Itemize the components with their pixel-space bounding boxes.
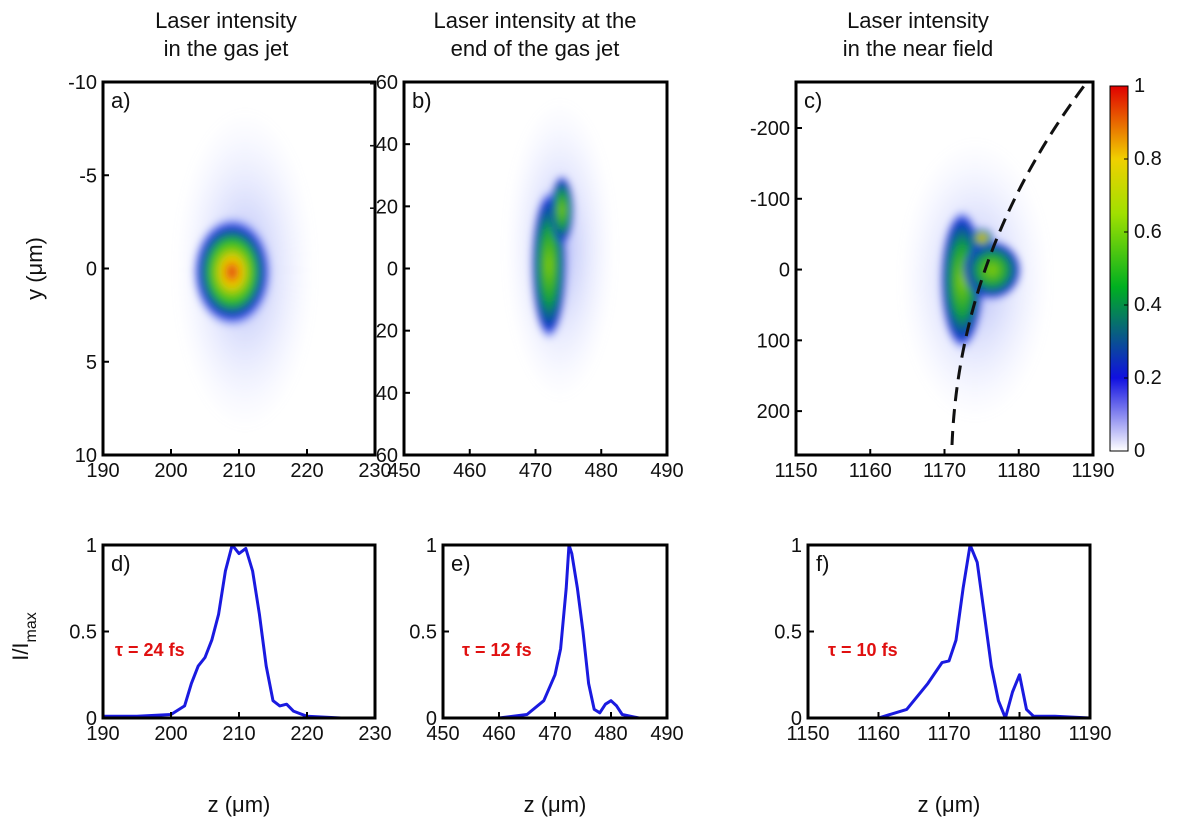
y-tick-label: 0 <box>779 260 790 282</box>
y-tick-label: -100 <box>750 189 790 211</box>
x-tick-label: 1160 <box>857 723 900 745</box>
x-tick-label: 200 <box>154 723 187 745</box>
x-tick-label: 1150 <box>774 460 817 482</box>
x-tick-label: 1180 <box>997 460 1040 482</box>
colorbar-tick-label: 0 <box>1134 440 1145 462</box>
heatmap-a <box>175 110 315 430</box>
panel-title: Laser intensity <box>847 8 989 33</box>
profile-line <box>103 543 375 720</box>
guide-curve <box>950 81 1089 446</box>
colorbar <box>1109 85 1129 452</box>
y-label-main: I/I <box>8 642 33 660</box>
x-axis-label: z (μm) <box>918 792 981 817</box>
plot-frame <box>794 80 1095 457</box>
plot-frame <box>402 80 669 457</box>
pulse-duration: τ = 24 fs <box>115 640 185 660</box>
x-axis-label: z (μm) <box>524 792 587 817</box>
plot-frame <box>101 543 377 720</box>
panel-label: e) <box>451 551 471 576</box>
x-tick-label: 220 <box>290 723 323 745</box>
panel-title: in the gas jet <box>164 36 289 61</box>
y-axis-label: I/Imax <box>8 612 40 661</box>
y-tick-label: 0 <box>86 259 97 281</box>
x-tick-label: 230 <box>358 723 391 745</box>
x-tick-label: 220 <box>290 460 323 482</box>
panel-label: b) <box>412 88 432 113</box>
heatmap-b <box>505 100 615 400</box>
x-tick-label: 490 <box>650 723 683 745</box>
x-tick-label: 190 <box>86 723 119 745</box>
x-tick-label: 460 <box>482 723 515 745</box>
y-tick-label: 1 <box>791 535 802 557</box>
y-tick-label: 200 <box>757 401 790 423</box>
y-tick-label: -200 <box>750 118 790 140</box>
y-tick-label: 0 <box>86 708 97 730</box>
panel-title: Laser intensity at the <box>433 8 636 33</box>
panel-title: Laser intensity <box>155 8 297 33</box>
pulse-duration: τ = 10 fs <box>828 640 898 660</box>
colorbar-tick-label: 1 <box>1134 75 1145 97</box>
x-tick-label: 1190 <box>1068 723 1111 745</box>
y-tick-label: 0.5 <box>69 622 97 644</box>
y-tick-label: -5 <box>79 165 97 187</box>
x-tick-label: 470 <box>519 460 552 482</box>
y-axis-label: y (μm) <box>22 237 47 300</box>
y-tick-label: 10 <box>75 445 97 467</box>
x-tick-label: 450 <box>426 723 459 745</box>
colorbar-tick-label: 0.8 <box>1134 148 1162 170</box>
x-tick-label: 230 <box>358 460 391 482</box>
y-tick-label: 60 <box>376 445 398 467</box>
panel-label: d) <box>111 551 131 576</box>
x-tick-label: 1170 <box>923 460 966 482</box>
plot-frame <box>441 543 669 720</box>
y-tick-label: 0 <box>426 708 437 730</box>
y-tick-label: 0.5 <box>774 622 802 644</box>
x-tick-label: 1170 <box>927 723 970 745</box>
profile-line <box>443 543 667 720</box>
y-tick-label: -40 <box>369 134 398 156</box>
x-tick-label: 470 <box>538 723 571 745</box>
panel-label: a) <box>111 88 131 113</box>
panel-title: end of the gas jet <box>451 36 620 61</box>
x-tick-label: 210 <box>222 723 255 745</box>
x-tick-label: 480 <box>585 460 618 482</box>
colorbar-tick-label: 0.4 <box>1134 294 1162 316</box>
x-tick-label: 490 <box>650 460 683 482</box>
y-tick-label: 40 <box>376 383 398 405</box>
y-tick-label: 20 <box>376 321 398 343</box>
profile-line <box>808 543 1091 720</box>
y-tick-label: 1 <box>86 535 97 557</box>
colorbar-tick-label: 0.2 <box>1134 367 1162 389</box>
y-tick-label: -60 <box>369 72 398 94</box>
y-tick-label: 0 <box>791 708 802 730</box>
pulse-duration: τ = 12 fs <box>462 640 532 660</box>
x-tick-label: 1180 <box>998 723 1041 745</box>
x-axis-label: z (μm) <box>208 792 271 817</box>
y-label-sub: max <box>23 612 40 642</box>
y-tick-label: 100 <box>757 330 790 352</box>
y-tick-label: 1 <box>426 535 437 557</box>
x-tick-label: 1160 <box>849 460 892 482</box>
y-tick-label: 0 <box>387 259 398 281</box>
y-tick-label: -20 <box>369 196 398 218</box>
x-tick-label: 1150 <box>786 723 829 745</box>
heatmap-c <box>900 140 1050 420</box>
x-tick-label: 480 <box>594 723 627 745</box>
y-tick-label: 5 <box>86 352 97 374</box>
panel-label: c) <box>804 88 822 113</box>
x-tick-label: 200 <box>154 460 187 482</box>
plot-frame <box>101 80 377 457</box>
plot-frame <box>806 543 1092 720</box>
x-tick-label: 190 <box>86 460 119 482</box>
colorbar-tick-label: 0.6 <box>1134 221 1162 243</box>
x-tick-label: 1190 <box>1071 460 1114 482</box>
y-tick-label: -10 <box>68 72 97 94</box>
panel-label: f) <box>816 551 829 576</box>
y-tick-label: 0.5 <box>409 622 437 644</box>
x-tick-label: 460 <box>453 460 486 482</box>
x-tick-label: 450 <box>387 460 420 482</box>
panel-title: in the near field <box>843 36 993 61</box>
x-tick-label: 210 <box>222 460 255 482</box>
